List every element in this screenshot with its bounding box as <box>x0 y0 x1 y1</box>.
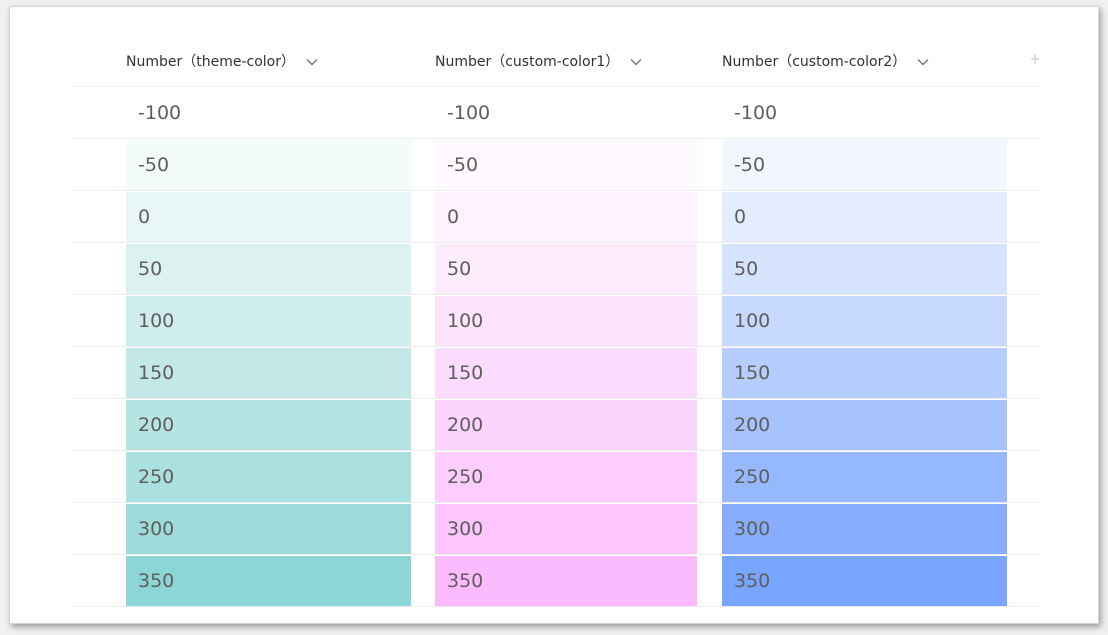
table-cell[interactable]: 100 <box>435 295 697 346</box>
chevron-down-icon[interactable] <box>916 54 930 68</box>
row-divider <box>72 138 1040 139</box>
table-cell[interactable]: 300 <box>126 503 411 554</box>
chevron-down-icon[interactable] <box>305 54 319 68</box>
row-divider <box>72 502 1040 503</box>
table-cell[interactable]: 0 <box>126 191 411 242</box>
table-cell[interactable]: 250 <box>435 451 697 502</box>
row-divider <box>72 294 1040 295</box>
row-divider <box>72 398 1040 399</box>
row-divider <box>72 346 1040 347</box>
row-divider <box>72 606 1040 607</box>
table-cell[interactable]: -100 <box>722 87 1007 138</box>
table-cell[interactable]: 0 <box>435 191 697 242</box>
table-cell[interactable]: 100 <box>722 295 1007 346</box>
table-cell[interactable]: 100 <box>126 295 411 346</box>
table-cell[interactable]: 50 <box>435 243 697 294</box>
row-divider <box>72 554 1040 555</box>
column-header-label: Number（custom-color1） <box>435 54 620 70</box>
table-cell[interactable]: 250 <box>722 451 1007 502</box>
table-cell[interactable]: 350 <box>126 555 411 606</box>
table-cell[interactable]: 150 <box>722 347 1007 398</box>
column-header-label: Number（theme-color） <box>126 54 295 70</box>
table-cell[interactable]: -50 <box>126 139 411 190</box>
table-cell[interactable]: -50 <box>435 139 697 190</box>
column-header-label: Number（custom-color2） <box>722 54 907 70</box>
table-cell[interactable]: -100 <box>126 87 411 138</box>
column-header-custom-color1[interactable]: Number（custom-color1） <box>435 47 643 75</box>
table-cell[interactable]: 350 <box>722 555 1007 606</box>
table-cell[interactable]: 250 <box>126 451 411 502</box>
table-cell[interactable]: 150 <box>435 347 697 398</box>
table-cell[interactable]: -100 <box>435 87 697 138</box>
table-view: Number（theme-color） Number（custom-color1… <box>9 6 1099 624</box>
column-header-theme-color[interactable]: Number（theme-color） <box>126 47 319 75</box>
row-divider <box>72 450 1040 451</box>
table-cell[interactable]: 350 <box>435 555 697 606</box>
row-divider <box>72 86 1040 87</box>
table-cell[interactable]: 200 <box>126 399 411 450</box>
table-cell[interactable]: 50 <box>722 243 1007 294</box>
table-cell[interactable]: 0 <box>722 191 1007 242</box>
chevron-down-icon[interactable] <box>629 54 643 68</box>
table-cell[interactable]: -50 <box>722 139 1007 190</box>
data-grid: Number（theme-color） Number（custom-color1… <box>10 7 1098 623</box>
table-cell[interactable]: 50 <box>126 243 411 294</box>
column-header-custom-color2[interactable]: Number（custom-color2） <box>722 47 930 75</box>
row-divider <box>72 242 1040 243</box>
row-divider <box>72 190 1040 191</box>
table-cell[interactable]: 200 <box>722 399 1007 450</box>
table-cell[interactable]: 300 <box>722 503 1007 554</box>
table-cell[interactable]: 300 <box>435 503 697 554</box>
table-cell[interactable]: 150 <box>126 347 411 398</box>
table-cell[interactable]: 200 <box>435 399 697 450</box>
add-column-icon[interactable] <box>1030 52 1042 68</box>
